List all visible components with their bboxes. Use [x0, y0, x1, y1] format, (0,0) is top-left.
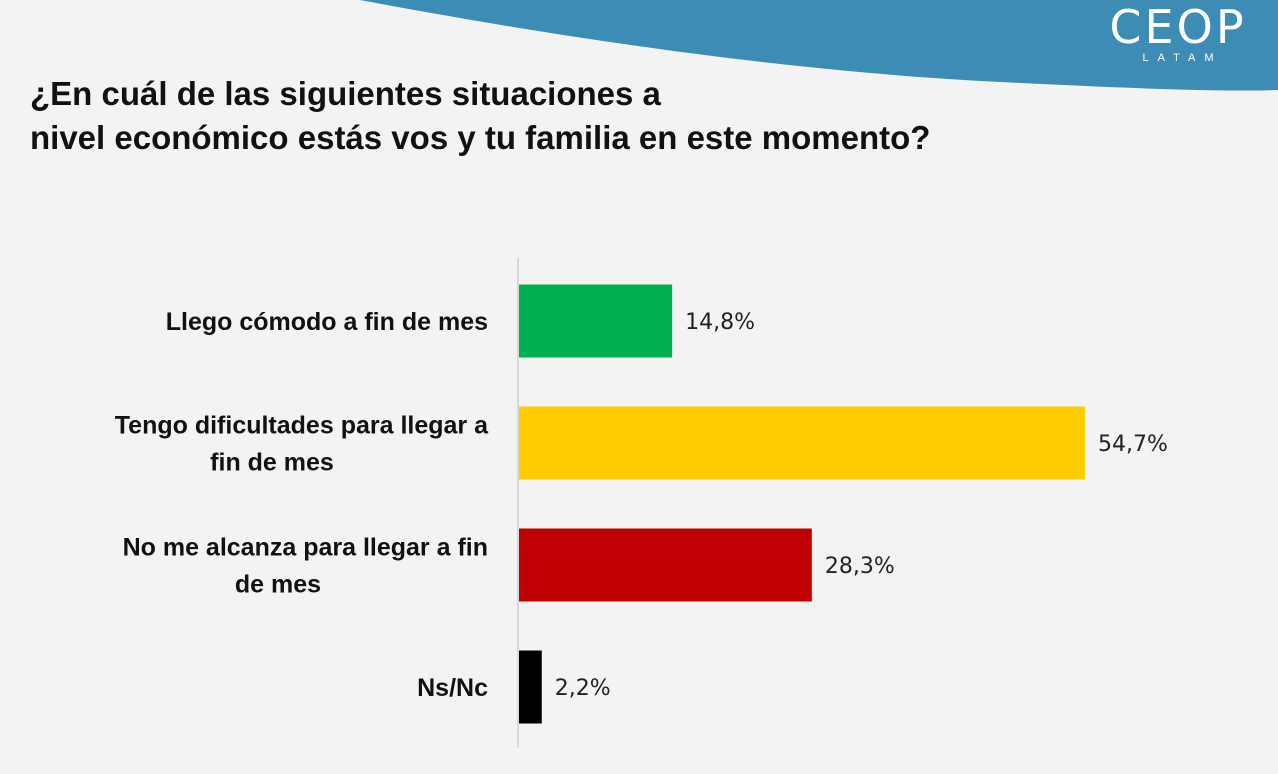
- category-label-2-line-1: de mes: [235, 571, 321, 599]
- bar-group: 14,8% Llego cómodo a fin de mes 54,7% Tengo…: [115, 284, 1168, 724]
- category-label-1-line-0: Tengo dificultades para llegar a: [115, 412, 489, 440]
- title-line-2: nivel económico estás vos y tu familia e…: [30, 119, 931, 156]
- chart-title: ¿En cuál de las siguientes situaciones a…: [30, 72, 1130, 160]
- header-wave: [360, 0, 1278, 91]
- logo-wordmark: CEOP: [1109, 0, 1247, 54]
- header-wave-shape: [360, 0, 1278, 91]
- logo-subtitle: LATAM: [1142, 52, 1223, 64]
- value-label-2: 28,3%: [825, 554, 895, 579]
- value-label-3: 2,2%: [555, 676, 611, 701]
- category-label-0-line-0: Llego cómodo a fin de mes: [166, 308, 488, 336]
- ceop-logo: CEOP LATAM: [1108, 4, 1248, 64]
- value-label-0: 14,8%: [685, 310, 755, 335]
- category-label-3-line-0: Ns/Nc: [417, 674, 488, 702]
- bar-3: [519, 650, 542, 724]
- value-label-1: 54,7%: [1098, 432, 1168, 457]
- category-label-1-line-1: fin de mes: [210, 449, 334, 477]
- bar-1: [519, 406, 1085, 480]
- bar-0: [519, 284, 673, 358]
- title-line-1: ¿En cuál de las siguientes situaciones a: [30, 75, 661, 112]
- bar-2: [519, 528, 812, 602]
- category-label-2-line-0: No me alcanza para llegar a fin: [123, 534, 488, 562]
